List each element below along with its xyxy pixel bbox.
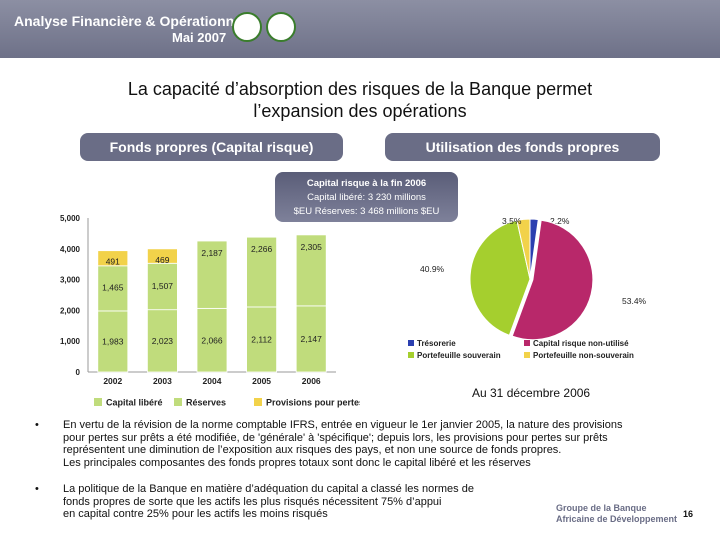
bullet-2-line: La politique de la Banque en matière d’a… [63,483,474,495]
header-title: Analyse Financière & Opérationnelle [14,13,258,29]
bullet-2-line: en capital contre 25% pour les actifs le… [63,508,328,521]
bar-value-label: 2,023 [152,336,174,346]
bar-segment [246,306,278,373]
x-tick-label: 2003 [153,376,172,386]
callout-line2: $EU Réserves: 3 468 millions $EU [293,206,440,217]
legend-swatch [94,398,102,406]
bar-value-label: 2,266 [251,244,273,254]
pie-slice [516,218,531,280]
header-date: Mai 2007 [172,30,227,45]
bullet-text-2: La politique de la Banque en matière d’a… [63,483,474,521]
bar-value-label: 2,187 [201,248,223,258]
section-pill-capital: Fonds propres (Capital risque) [80,133,343,161]
pie-legend-label: Portefeuille souverain [417,351,501,360]
bullet-1-line: représentent une diminution de l’exposit… [63,444,562,457]
bullet-1-line: pour pertes sur prêts a été modifiée, de… [63,431,608,444]
bar-value-label: 2,112 [251,335,272,345]
legend-swatch [174,398,182,406]
pie-legend-swatch [408,340,414,346]
bar-segment [147,248,178,264]
footer-org-name: Groupe de la Banque Africaine de Dévelop… [556,503,677,525]
pie-slice-label: 3.5% [502,216,522,226]
y-tick-label: 3,000 [60,276,81,285]
pie-slice-label: 53.4% [622,296,647,306]
slide-title-line2: l’expansion des opérations [253,101,467,121]
pie-legend-label: Trésorerie [417,339,456,348]
pie-slice-label: 2.2% [550,216,570,226]
x-tick-label: 2002 [103,376,122,386]
slide-title-line1: La capacité d’absorption des risques de … [127,79,593,99]
page-number: 16 [683,509,694,519]
bar-value-label: 1,507 [152,281,174,291]
bar-value-label: 491 [106,257,120,267]
capital-bar-chart: 0 1,000 2,000 3,000 4,000 5,000 1,983 1,465 491 2… [60,214,336,386]
bar-segment [196,307,228,373]
y-tick-label: 5,000 [60,214,81,223]
pie-slice [469,219,531,336]
bullet-marker-2: • [35,483,39,495]
usage-pie-chart: 2.2% 53.4% 40.9% 3.5% Trésorerie Capital risq… [408,216,647,360]
x-tick-label: 2005 [252,376,271,386]
bullet-2-line: fonds propres de sorte que les actifs le… [63,495,442,508]
bullet-marker-1: • [35,419,39,431]
bar-value-label: 2,147 [301,334,323,344]
x-tick-label: 2006 [302,376,321,386]
footer-org-line1: Groupe de la Banque [556,503,647,513]
bar-segment [196,240,228,309]
pie-date-label: Au 31 décembre 2006 [472,386,591,400]
x-tick-label: 2004 [203,376,222,386]
y-tick-label: 4,000 [60,245,81,254]
y-tick-label: 2,000 [60,306,81,315]
bar-segment [147,262,178,311]
legend-swatch [254,398,262,406]
pie-slice-label: 40.9% [420,264,445,274]
callout-line1: Capital libéré: 3 230 millions [307,192,426,203]
afdb-globe-logo-icon [232,12,262,42]
header-banner: Analyse Financière & Opérationnelle Mai … [0,0,720,58]
legend-label: Capital libéré [106,398,163,408]
callout-heading: Capital risque à la fin 2006 [306,178,427,189]
slide-title: La capacité d’absorption des risques de … [60,78,660,122]
pie-legend-label: Portefeuille non-souverain [533,351,634,360]
pie-legend-swatch [524,352,530,358]
bar-segment [97,250,129,267]
pie-legend-label: Capital risque non-utilisé [533,339,629,348]
bar-segment [295,234,327,307]
bar-segment [97,310,129,373]
section-pill-usage: Utilisation des fonds propres [385,133,660,161]
bullet-text-1: En vertu de la révision de la norme comp… [63,419,622,470]
bar-segment [97,265,129,312]
legend-label: Provisions pour pertes [266,398,360,408]
pie-legend-swatch [524,340,530,346]
y-tick-label: 0 [76,368,81,377]
bar-value-label: 1,983 [102,337,124,347]
footer-org-line2: Africaine de Développement [556,514,678,524]
bullet-1-line: Les principales composantes des fonds pr… [63,457,531,470]
y-tick-label: 1,000 [60,337,81,346]
bar-segment [246,236,278,308]
afdb-globe-logo-icon [266,12,296,42]
pie-slice [511,219,594,341]
legend-label: Réserves [186,398,226,408]
bar-chart-legend: Capital libéré Réserves Provisions pour pe… [94,398,360,408]
bullet-1-line: En vertu de la révision de la norme comp… [63,419,623,431]
pie-legend-swatch [408,352,414,358]
bar-value-label: 2,305 [301,242,323,252]
capital-callout: Capital risque à la fin 2006 Capital lib… [275,172,458,222]
bar-value-label: 469 [155,255,169,265]
bar-value-label: 2,066 [201,335,223,345]
bar-value-label: 1,465 [102,283,124,293]
